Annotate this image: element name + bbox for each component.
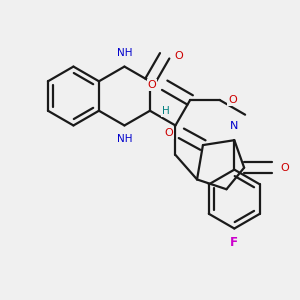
Text: O: O — [228, 95, 237, 105]
Text: H: H — [162, 106, 170, 116]
Text: NH: NH — [117, 134, 132, 144]
Text: O: O — [174, 51, 183, 61]
Text: O: O — [280, 163, 289, 173]
Text: F: F — [230, 236, 238, 249]
Text: NH: NH — [117, 48, 132, 58]
Text: O: O — [148, 80, 156, 90]
Text: O: O — [164, 128, 173, 138]
Text: N: N — [230, 122, 238, 131]
